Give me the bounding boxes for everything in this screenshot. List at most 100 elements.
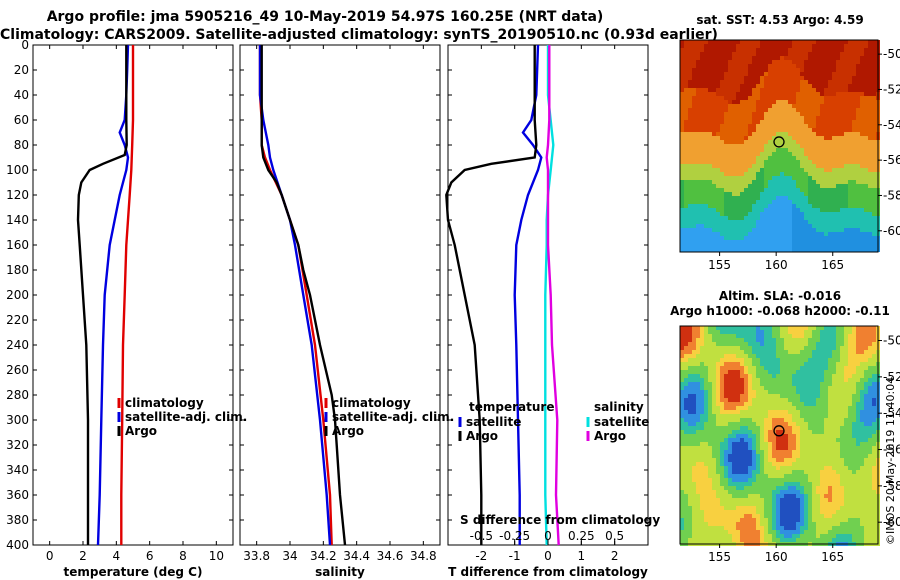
sst-map-cell: [776, 212, 780, 216]
sla-map-cell: [788, 482, 792, 486]
sst-map-cell: [828, 52, 832, 56]
sst-map-cell: [716, 196, 720, 200]
sst-map-cell: [852, 188, 856, 192]
sla-map-cell: [852, 390, 856, 394]
sst-map-cell: [828, 140, 832, 144]
sst-map-cell: [848, 208, 852, 212]
sst-map-cell: [712, 64, 716, 68]
sla-map-cell: [728, 418, 732, 422]
sst-map-cell: [856, 52, 860, 56]
sla-map-cell: [864, 362, 868, 366]
sla-map-cell: [856, 390, 860, 394]
sst-map-cell: [760, 124, 764, 128]
sst-map-cell: [760, 152, 764, 156]
sla-map-cell: [692, 434, 696, 438]
sst-map-cell: [828, 228, 832, 232]
sst-map-cell: [812, 112, 816, 116]
sst-map-cell: [832, 240, 836, 244]
sst-map-cell: [864, 160, 868, 164]
sst-map-cell: [716, 156, 720, 160]
sst-map-cell: [768, 56, 772, 60]
sst-map-cell: [872, 236, 876, 240]
sla-map-cell: [708, 370, 712, 374]
sst-map-cell: [788, 104, 792, 108]
sst-map-cell: [848, 96, 852, 100]
sst-map-cell: [844, 108, 848, 112]
sst-map-cell: [700, 164, 704, 168]
sla-map-cell: [796, 378, 800, 382]
sla-map-cell: [708, 342, 712, 346]
sst-map-cell: [724, 92, 728, 96]
sst-map-cell: [792, 116, 796, 120]
sla-map-cell: [768, 346, 772, 350]
sst-map-cell: [776, 116, 780, 120]
sst-map-cell: [712, 80, 716, 84]
sst-map-cell: [780, 76, 784, 80]
sst-map-cell: [796, 52, 800, 56]
sst-map-cell: [860, 192, 864, 196]
sla-map-cell: [764, 418, 768, 422]
sla-map-cell: [752, 358, 756, 362]
sst-map-cell: [840, 172, 844, 176]
sst-map-cell: [680, 116, 684, 120]
sst-map-cell: [776, 208, 780, 212]
sst-map-cell: [764, 160, 768, 164]
sst-map-cell: [768, 120, 772, 124]
sst-map-cell: [804, 160, 808, 164]
sla-map-cell: [856, 458, 860, 462]
sst-map-cell: [816, 76, 820, 80]
sst-map-cell: [740, 156, 744, 160]
sst-map-cell: [804, 56, 808, 60]
sst-map-cell: [756, 84, 760, 88]
sla-map-cell: [700, 434, 704, 438]
sla-map-cell: [792, 326, 796, 330]
sst-map-cell: [808, 220, 812, 224]
sst-map-cell: [788, 76, 792, 80]
sst-map-cell: [844, 188, 848, 192]
sst-map-cell: [796, 148, 800, 152]
sst-map-cell: [824, 104, 828, 108]
sla-map-cell: [728, 446, 732, 450]
sla-map-cell: [760, 334, 764, 338]
sla-map-cell: [836, 482, 840, 486]
sst-map-cell: [716, 124, 720, 128]
sst-map-cell: [760, 216, 764, 220]
sla-map-cell: [784, 382, 788, 386]
sst-map-cell: [700, 84, 704, 88]
sla-map-cell: [740, 430, 744, 434]
sst-map-cell: [752, 56, 756, 60]
sla-map-cell: [864, 366, 868, 370]
sla-map-cell: [720, 402, 724, 406]
sst-map-cell: [852, 196, 856, 200]
sla-map-cell: [704, 482, 708, 486]
sla-map-cell: [712, 370, 716, 374]
sla-map-cell: [740, 414, 744, 418]
sst-map-cell: [828, 144, 832, 148]
sla-map-cell: [688, 486, 692, 490]
sla-map-cell: [744, 434, 748, 438]
sst-map-cell: [856, 44, 860, 48]
sst-map-cell: [756, 96, 760, 100]
sla-map-cell: [680, 454, 684, 458]
sla-map-cell: [840, 370, 844, 374]
sst-map-cell: [740, 196, 744, 200]
sst-map-cell: [832, 148, 836, 152]
sst-map-cell: [848, 164, 852, 168]
sst-map-cell: [680, 160, 684, 164]
sst-map-cell: [864, 132, 868, 136]
sla-map-title-2: Argo h1000: -0.068 h2000: -0.11: [670, 304, 890, 318]
sla-map-cell: [864, 454, 868, 458]
sst-map-cell: [864, 88, 868, 92]
sla-map-cell: [696, 454, 700, 458]
sla-map-cell: [704, 338, 708, 342]
sla-map-cell: [812, 442, 816, 446]
sst-map-cell: [764, 92, 768, 96]
sst-map-cell: [760, 212, 764, 216]
sla-map-cell: [864, 394, 868, 398]
sst-map-cell: [772, 84, 776, 88]
sst-map-cell: [752, 116, 756, 120]
sst-map-cell: [864, 52, 868, 56]
sst-map-cell: [848, 136, 852, 140]
sla-map-cell: [772, 366, 776, 370]
sst-map-cell: [856, 108, 860, 112]
